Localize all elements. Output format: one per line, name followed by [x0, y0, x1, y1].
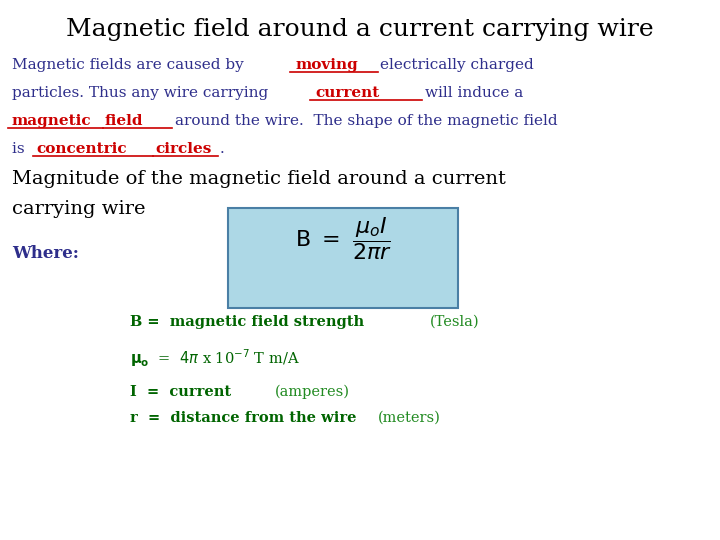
Text: electrically charged: electrically charged	[380, 58, 534, 72]
Text: Magnitude of the magnetic field around a current: Magnitude of the magnetic field around a…	[12, 170, 506, 188]
Text: magnetic: magnetic	[12, 114, 91, 128]
Text: (meters): (meters)	[378, 411, 441, 425]
Text: $\mathbf{\mu_o}$  =  $4\pi$ x 10$^{-7}$ T m/A: $\mathbf{\mu_o}$ = $4\pi$ x 10$^{-7}$ T …	[130, 347, 300, 369]
Text: field: field	[105, 114, 143, 128]
Text: (Tesla): (Tesla)	[430, 315, 480, 329]
Text: Magnetic fields are caused by: Magnetic fields are caused by	[12, 58, 248, 72]
FancyBboxPatch shape	[228, 208, 458, 308]
Text: current: current	[315, 86, 379, 100]
Text: around the wire.  The shape of the magnetic field: around the wire. The shape of the magnet…	[175, 114, 557, 128]
Text: (amperes): (amperes)	[275, 385, 350, 400]
Text: .: .	[220, 142, 225, 156]
Text: carrying wire: carrying wire	[12, 200, 145, 218]
Text: moving: moving	[295, 58, 358, 72]
Text: will induce a: will induce a	[425, 86, 523, 100]
Text: B =  magnetic field strength: B = magnetic field strength	[130, 315, 369, 329]
Text: is: is	[12, 142, 30, 156]
Text: $\mathrm{B}\ =\ \dfrac{\mu_o I}{2\pi r}$: $\mathrm{B}\ =\ \dfrac{\mu_o I}{2\pi r}$	[294, 215, 392, 262]
Text: particles. Thus any wire carrying: particles. Thus any wire carrying	[12, 86, 273, 100]
Text: I  =  current: I = current	[130, 385, 236, 399]
Text: concentric: concentric	[36, 142, 127, 156]
Text: circles: circles	[155, 142, 212, 156]
Text: r  =  distance from the wire: r = distance from the wire	[130, 411, 361, 425]
Text: Magnetic field around a current carrying wire: Magnetic field around a current carrying…	[66, 18, 654, 41]
Text: Where:: Where:	[12, 245, 79, 262]
